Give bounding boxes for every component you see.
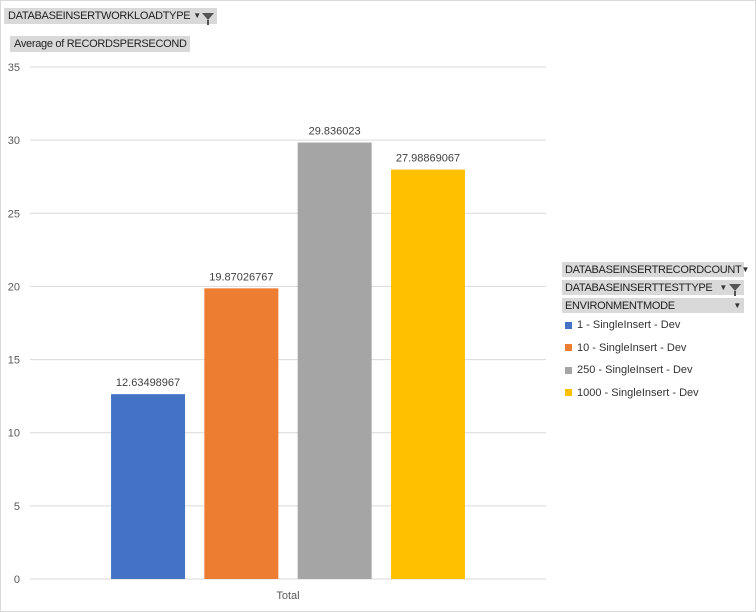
legend-label: 250 - SingleInsert - Dev (577, 364, 693, 376)
legend-field-button[interactable]: DATABASEINSERTRECORDCOUNT ▼ (562, 262, 749, 277)
bar-1[interactable] (111, 394, 186, 579)
legend-swatch (565, 321, 572, 329)
y-tick-label: 5 (14, 501, 20, 513)
legend-item[interactable]: 1 - SingleInsert - Dev (565, 319, 680, 331)
data-label: 12.63498967 (116, 377, 180, 389)
legend-item[interactable]: 10 - SingleInsert - Dev (565, 342, 686, 354)
data-label: 19.87026767 (209, 271, 273, 283)
y-tick-label: 10 (8, 428, 20, 440)
filter-dropdown-icon[interactable]: ▼ (719, 283, 744, 296)
legend-label: 1000 - SingleInsert - Dev (577, 386, 699, 399)
y-tick-label: 25 (8, 208, 20, 220)
legend-field-button[interactable]: ENVIRONMENTMODE ▼ (562, 298, 744, 313)
dropdown-arrow-icon[interactable]: ▼ (741, 265, 750, 274)
y-tick-label: 35 (8, 62, 20, 74)
bars (111, 142, 465, 580)
y-tick-label: 0 (14, 574, 20, 586)
legend-field-label: ENVIRONMENTMODE (565, 299, 675, 312)
x-axis: Total (276, 590, 299, 602)
bar-2[interactable] (204, 288, 279, 579)
data-label: 27.98869067 (396, 153, 460, 165)
legend-label: 1 - SingleInsert - Dev (577, 319, 681, 331)
values-field-button[interactable]: Average of RECORDSPERSECOND (10, 36, 190, 52)
report-filter-button[interactable]: DATABASEINSERTWORKLOADTYPE ▼ (4, 8, 217, 25)
legend-item[interactable]: 250 - SingleInsert - Dev (565, 364, 693, 376)
data-labels: 12.63498967 19.87026767 29.836023 27.988690… (116, 126, 460, 390)
bar-3[interactable] (297, 142, 372, 579)
filter-icon[interactable] (201, 12, 214, 25)
dropdown-arrow-icon[interactable]: ▼ (733, 301, 741, 310)
y-axis: 0 5 10 15 20 25 30 35 (8, 62, 20, 586)
report-filter-label: DATABASEINSERTWORKLOADTYPE (8, 10, 191, 22)
legend-field-button[interactable]: DATABASEINSERTTESTTYPE ▼ (562, 280, 744, 296)
values-field-label: Average of RECORDSPERSECOND (14, 38, 187, 50)
legend-swatch (565, 366, 572, 374)
legend-label: 10 - SingleInsert - Dev (577, 341, 687, 354)
legend-item[interactable]: 1000 - SingleInsert - Dev (565, 387, 699, 399)
legend-swatch (565, 389, 572, 396)
legend-swatch (565, 344, 572, 351)
data-label: 29.836023 (309, 126, 361, 138)
y-tick-label: 15 (8, 355, 20, 367)
y-tick-label: 20 (8, 281, 20, 293)
y-tick-label: 30 (8, 135, 20, 147)
x-tick-label: Total (276, 590, 299, 602)
legend-field-label: DATABASEINSERTTESTTYPE (565, 281, 713, 294)
bar-4[interactable] (390, 169, 465, 580)
gridlines (30, 66, 546, 580)
legend-field-label: DATABASEINSERTRECORDCOUNT (565, 263, 742, 276)
dropdown-arrow-icon[interactable]: ▼ (193, 11, 201, 20)
